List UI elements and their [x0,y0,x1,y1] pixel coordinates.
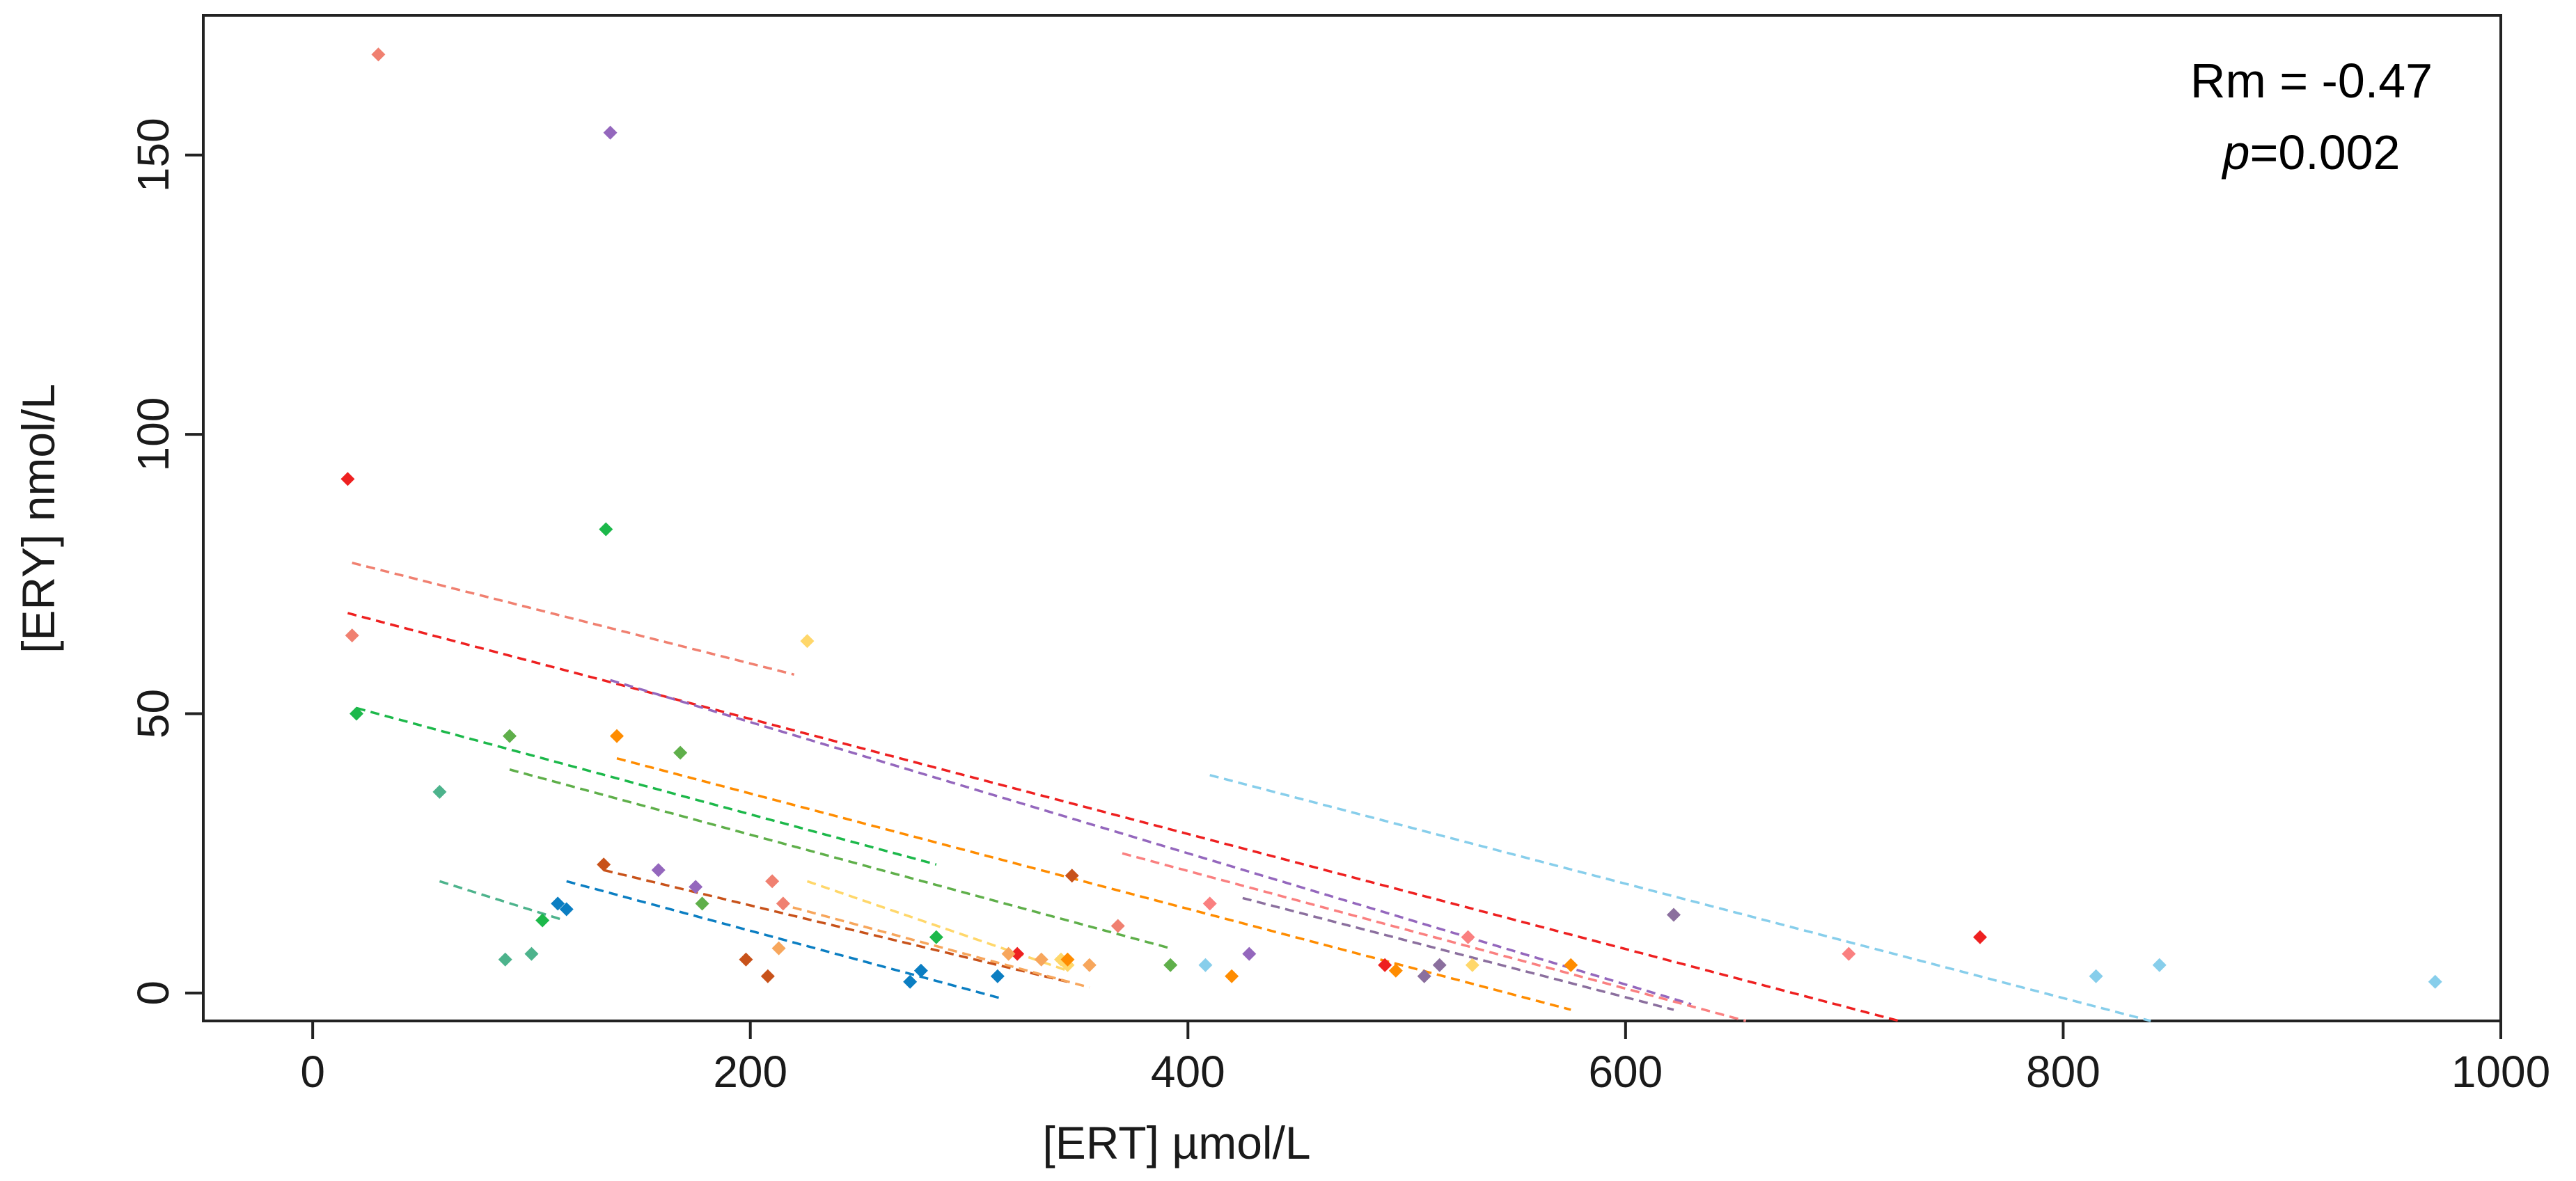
data-point [1242,946,1257,961]
data-point [800,634,815,649]
x-tick-label: 400 [1151,1047,1225,1097]
y-tick-label: 50 [128,689,178,738]
data-point [1432,958,1447,972]
p-value-annotation: p=0.002 [2222,125,2401,180]
fit-line-6 [509,768,1171,950]
fit-line-13 [1122,852,1747,1022]
x-tick-label: 200 [713,1047,787,1097]
data-point [603,125,618,140]
data-point [990,969,1005,983]
data-point [776,896,790,911]
fit-line-1 [352,562,795,676]
data-point [1225,969,1239,983]
p-label: p [2222,125,2250,180]
data-point [913,963,928,978]
data-point [432,784,447,799]
data-point [1564,958,1578,972]
data-point [651,863,666,878]
fit-line-12 [778,902,1090,989]
data-point [350,706,363,721]
y-tick-label: 0 [128,981,178,1006]
data-point [689,880,703,894]
data-point [1388,963,1403,978]
data-point [2152,958,2167,972]
data-point [1010,946,1025,961]
x-tick-label: 0 [300,1047,325,1097]
data-point [1841,946,1856,961]
data-point [1060,952,1075,967]
fit-line-3 [610,679,1692,1006]
fit-line-10 [603,869,1068,983]
fit-line-14 [1209,774,2151,1022]
data-point [765,874,780,889]
data-point [1667,907,1681,922]
data-point [1973,930,1987,944]
data-point [1461,930,1475,944]
data-point [1378,958,1392,972]
data-point [2428,974,2442,989]
fit-line-11 [566,880,1003,1000]
rm-annotation: Rm = -0.47 [2190,54,2433,108]
data-point [2089,969,2103,983]
data-point [903,974,918,989]
data-point [1034,952,1049,967]
fit-line-2 [347,612,1900,1022]
data-point [597,857,611,872]
data-point [1110,919,1125,933]
data-point [929,930,943,944]
fit-line-7 [616,757,1571,1011]
y-axis-title: [ERY] nmol/L [13,383,64,653]
data-point [610,729,624,743]
data-point [345,628,359,643]
fit-line-8 [439,880,565,922]
x-tick-label: 800 [2026,1047,2100,1097]
x-tick-label: 1000 [2451,1047,2550,1097]
data-point [524,946,539,961]
axes: 0 200 400 600 800 1000 0 50 100 150 [128,118,2550,1097]
data-point [1001,946,1016,961]
data-point [498,952,512,967]
data-point [551,896,565,911]
data-point [371,47,386,62]
data-point [535,913,550,928]
data-point [1465,958,1479,972]
data-point [739,952,753,967]
fit-line-5 [806,880,1068,972]
data-point [771,941,786,956]
data-point [1082,958,1097,972]
y-tick-label: 150 [128,118,178,192]
data-point [1163,958,1178,972]
data-point [1198,958,1213,972]
plot-frame [202,14,2502,1022]
p-value: =0.002 [2249,125,2400,180]
data-point [1202,896,1217,911]
data-point [1065,869,1079,883]
y-tick-label: 100 [128,397,178,472]
data-point [760,969,775,983]
data-point [673,745,688,760]
fit-line-4 [356,706,937,866]
data-points [340,47,2442,989]
regression-lines [347,562,2151,1022]
data-point [559,902,574,917]
data-point [340,472,355,486]
data-point [503,729,517,743]
x-axis-title: [ERT] µmol/L [1042,1117,1310,1168]
x-tick-label: 600 [1588,1047,1663,1097]
fit-line-9 [1242,896,1674,1011]
data-point [695,896,709,911]
data-point [1417,969,1431,983]
data-point [599,522,613,537]
